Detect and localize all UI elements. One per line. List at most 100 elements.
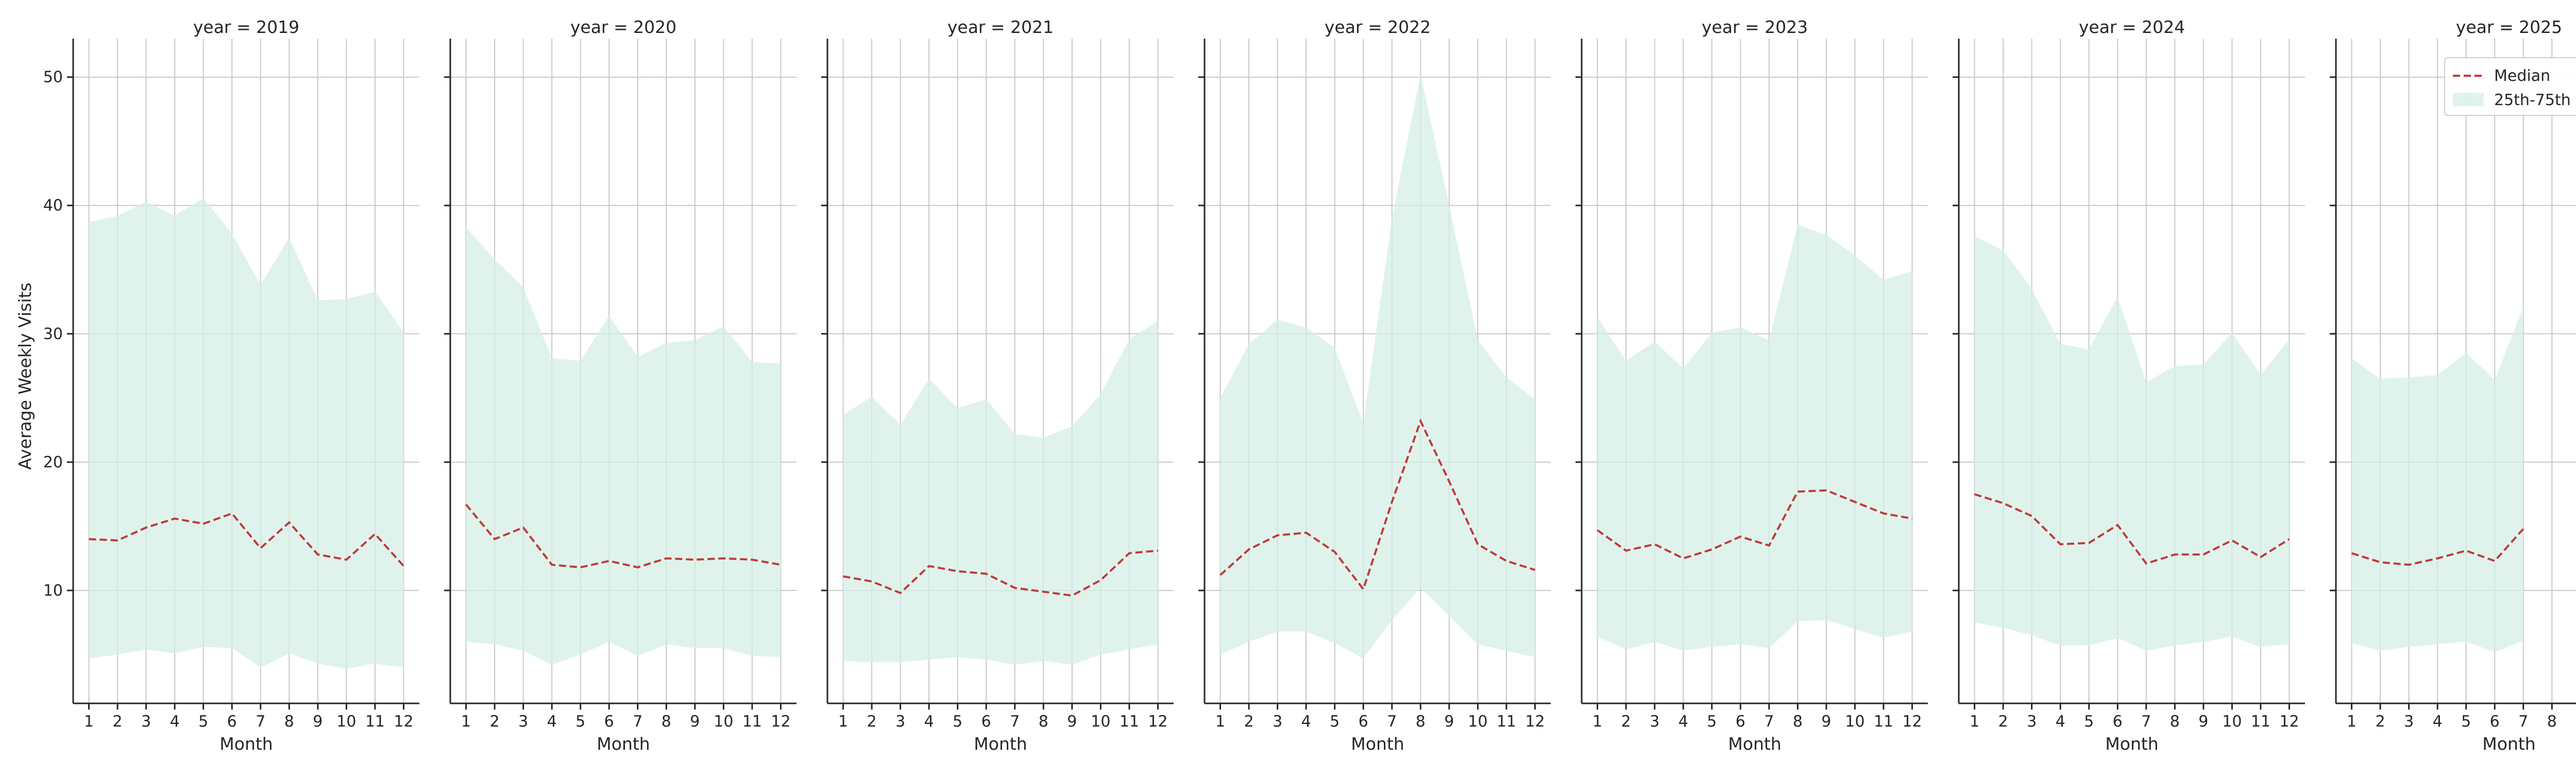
x-tick-label: 11 (2251, 713, 2270, 731)
panel-title: year = 2025 (2456, 17, 2562, 37)
panel-title: year = 2020 (570, 17, 676, 37)
y-axis-label: Average Weekly Visits (15, 282, 35, 469)
x-tick-label: 10 (714, 713, 733, 731)
x-tick-label: 8 (2170, 713, 2180, 731)
x-axis-label: Month (974, 734, 1027, 754)
x-tick-label: 6 (1736, 713, 1745, 731)
x-tick-label: 6 (2490, 713, 2500, 731)
x-tick-label: 3 (895, 713, 905, 731)
x-tick-label: 9 (690, 713, 700, 731)
x-tick-label: 10 (1091, 713, 1110, 731)
x-tick-label: 2 (113, 713, 123, 731)
x-tick-label: 8 (1416, 713, 1426, 731)
x-tick-label: 4 (1679, 713, 1688, 731)
x-tick-label: 12 (1525, 713, 1545, 731)
x-tick-label: 7 (1010, 713, 1020, 731)
x-tick-label: 7 (633, 713, 642, 731)
x-tick-label: 1 (84, 713, 94, 731)
x-tick-label: 11 (1497, 713, 1516, 731)
x-axis-label: Month (2105, 734, 2158, 754)
x-tick-label: 4 (547, 713, 557, 731)
x-tick-label: 3 (518, 713, 528, 731)
x-tick-label: 7 (2141, 713, 2151, 731)
x-tick-label: 2 (1998, 713, 2008, 731)
x-tick-label: 3 (2404, 713, 2414, 731)
x-tick-label: 10 (2222, 713, 2242, 731)
legend-label-band: 25th-75th Percentile (2494, 91, 2576, 109)
panel-title: year = 2023 (1702, 17, 1808, 37)
y-tick-label: 20 (43, 453, 63, 471)
x-tick-label: 1 (2347, 713, 2357, 731)
x-tick-label: 2 (867, 713, 877, 731)
x-tick-label: 5 (1707, 713, 1717, 731)
x-axis-label: Month (597, 734, 650, 754)
median-line (2351, 528, 2524, 566)
x-tick-label: 8 (1793, 713, 1803, 731)
percentile-band (2351, 307, 2523, 652)
y-tick-label: 10 (43, 582, 63, 600)
x-tick-label: 3 (1650, 713, 1659, 731)
median-line (1219, 418, 1536, 592)
x-tick-label: 9 (2198, 713, 2208, 731)
x-axis-label: Month (219, 734, 273, 754)
panel-title: year = 2024 (2079, 17, 2185, 37)
panel-title: year = 2019 (193, 17, 299, 37)
x-tick-label: 2 (490, 713, 500, 731)
x-tick-label: 4 (1301, 713, 1311, 731)
x-tick-label: 12 (1148, 713, 1167, 731)
x-tick-label: 6 (604, 713, 614, 731)
x-tick-label: 2 (1244, 713, 1254, 731)
x-tick-label: 2 (1621, 713, 1631, 731)
x-tick-label: 3 (2027, 713, 2037, 731)
percentile-band (466, 227, 781, 665)
x-tick-label: 2 (2376, 713, 2385, 731)
x-tick-label: 11 (365, 713, 385, 731)
y-tick-label: 30 (43, 325, 63, 343)
y-tick-label: 40 (43, 197, 63, 215)
x-tick-label: 1 (1970, 713, 1979, 731)
x-tick-label: 8 (662, 713, 671, 731)
x-tick-label: 10 (1468, 713, 1487, 731)
percentile-band (843, 321, 1158, 665)
x-tick-label: 6 (1359, 713, 1368, 731)
x-tick-label: 12 (394, 713, 413, 731)
legend: Median 25th-75th Percentile (2444, 57, 2576, 116)
x-tick-label: 3 (1273, 713, 1282, 731)
x-tick-label: 5 (1330, 713, 1340, 731)
x-tick-label: 7 (256, 713, 265, 731)
median-line (1597, 489, 1912, 560)
x-tick-label: 4 (2056, 713, 2065, 731)
y-tick-label: 50 (43, 69, 63, 87)
x-tick-label: 4 (2433, 713, 2443, 731)
x-tick-label: 1 (461, 713, 471, 731)
percentile-band (1974, 236, 2290, 651)
x-tick-label: 10 (1845, 713, 1865, 731)
panel-title: year = 2021 (947, 17, 1054, 37)
x-tick-label: 5 (198, 713, 208, 731)
median-line (89, 512, 404, 567)
x-tick-label: 6 (981, 713, 991, 731)
x-tick-label: 5 (575, 713, 585, 731)
x-tick-label: 11 (742, 713, 762, 731)
x-tick-label: 5 (2461, 713, 2471, 731)
x-tick-label: 9 (1821, 713, 1831, 731)
legend-label-median: Median (2494, 67, 2550, 85)
percentile-band (1220, 74, 1535, 659)
x-tick-label: 7 (2518, 713, 2528, 731)
median-line (1974, 493, 2290, 565)
x-tick-label: 12 (1902, 713, 1922, 731)
x-axis-label: Month (1351, 734, 1404, 754)
median-line (465, 503, 781, 569)
x-tick-label: 4 (924, 713, 934, 731)
legend-band-swatch (2453, 93, 2484, 106)
x-tick-label: 3 (141, 713, 151, 731)
x-tick-label: 5 (2084, 713, 2094, 731)
